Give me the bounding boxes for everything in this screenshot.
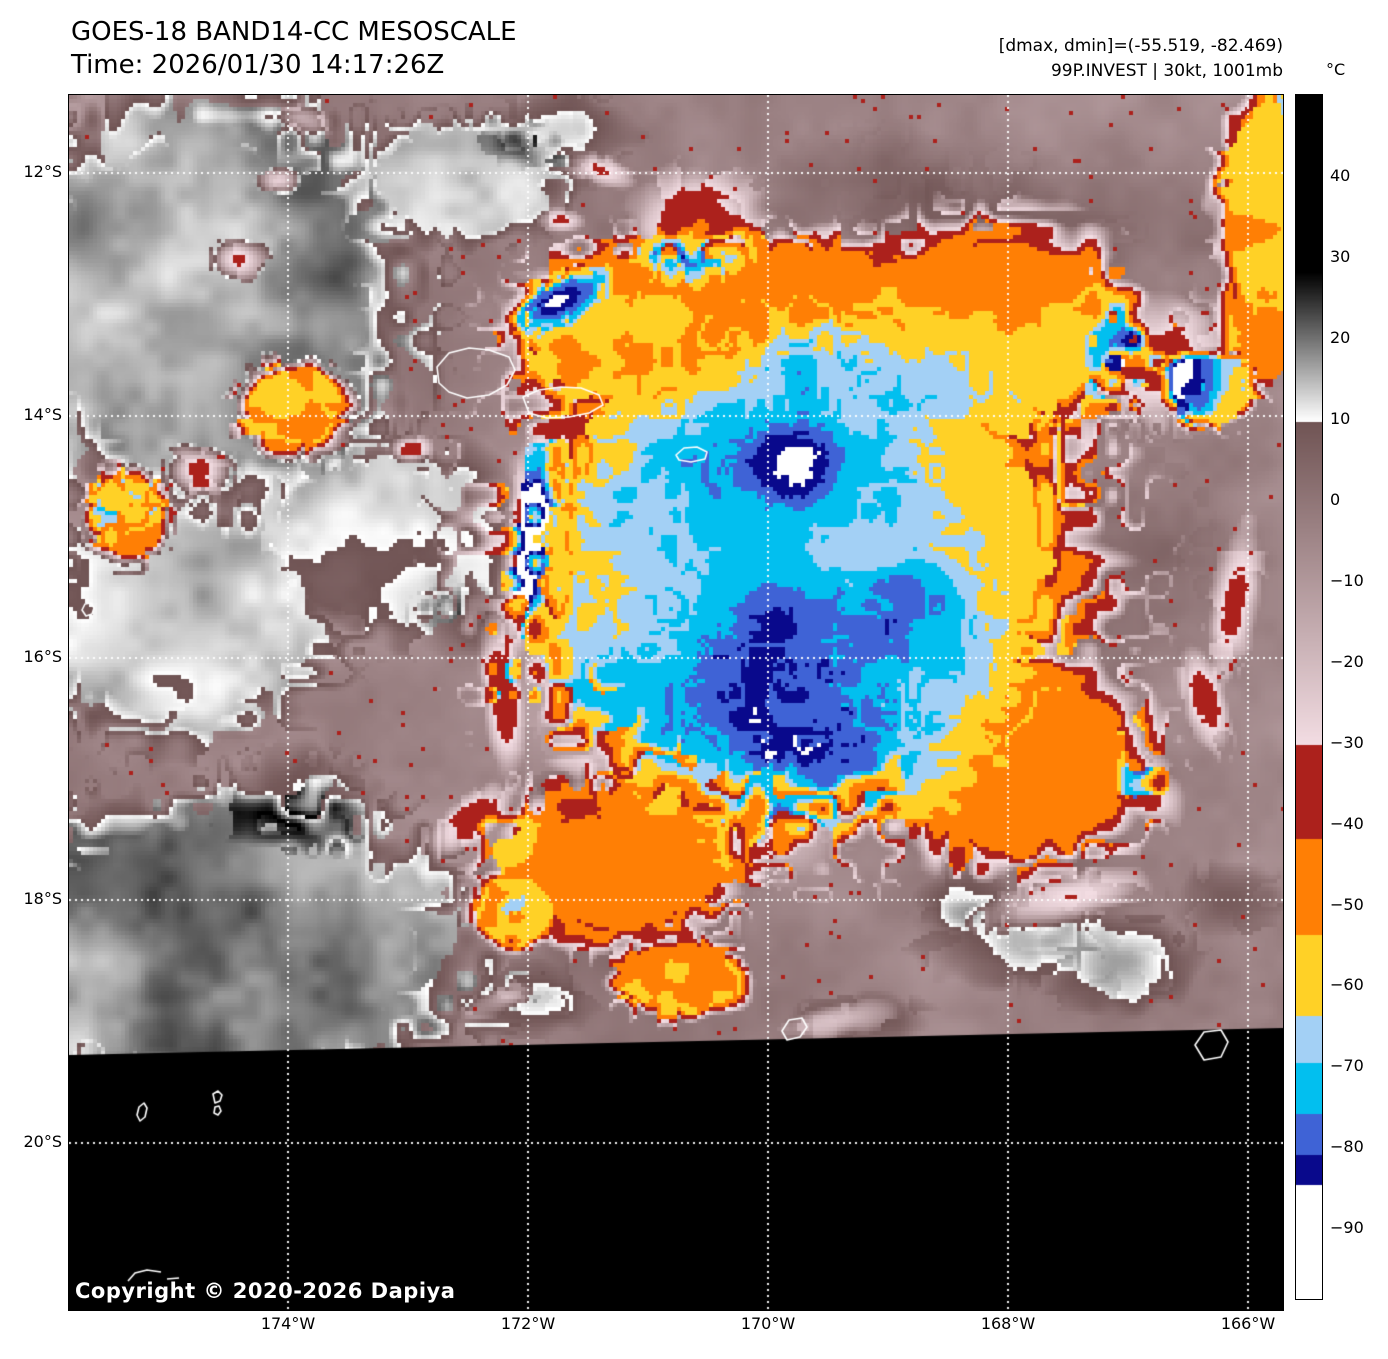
colorbar-tick-label: 0: [1330, 489, 1341, 509]
temperature-unit-label: °C: [1326, 60, 1346, 79]
colorbar-tick-label: −20: [1330, 651, 1364, 671]
storm-readout: 99P.INVEST | 30kt, 1001mb: [1050, 61, 1283, 81]
info-block: [dmax, dmin]=(-55.519, -82.469) 99P.INVE…: [999, 34, 1283, 84]
timestamp: Time: 2026/01/30 14:17:26Z: [71, 50, 445, 80]
colorbar-gradient: [1296, 95, 1322, 1299]
colorbar-tick-label: 10: [1330, 409, 1351, 429]
title-block: GOES-18 BAND14-CC MESOSCALE Time: 2026/0…: [71, 16, 517, 82]
lon-tick-label: 172°W: [500, 1314, 556, 1333]
copyright-watermark: Copyright © 2020-2026 Dapiya: [75, 1279, 456, 1303]
colorbar-tick-label: −50: [1330, 894, 1364, 914]
colorbar-tick-label: −30: [1330, 732, 1364, 752]
colorbar-tick-label: −60: [1330, 975, 1364, 995]
colorbar-tick-label: −40: [1330, 813, 1364, 833]
lat-tick-label: 20°S: [23, 1132, 62, 1151]
lat-tick-label: 18°S: [23, 889, 62, 908]
colorbar-tick-label: −70: [1330, 1056, 1364, 1076]
lon-tick-label: 170°W: [740, 1314, 796, 1333]
app-title: GOES-18 BAND14-CC MESOSCALE: [71, 17, 517, 47]
lat-tick-label: 12°S: [23, 162, 62, 181]
colorbar-tick-label: 30: [1330, 247, 1351, 267]
colorbar-tick-label: 20: [1330, 328, 1351, 348]
lat-tick-label: 14°S: [23, 405, 62, 424]
lon-tick-label: 168°W: [980, 1314, 1036, 1333]
colorbar: [1295, 94, 1323, 1300]
satellite-map-frame: Copyright © 2020-2026 Dapiya: [68, 94, 1284, 1311]
dmax-dmin-readout: [dmax, dmin]=(-55.519, -82.469): [998, 36, 1283, 56]
colorbar-tick-label: −90: [1330, 1218, 1364, 1238]
satellite-map-canvas: [69, 95, 1283, 1310]
lon-tick-label: 166°W: [1220, 1314, 1276, 1333]
colorbar-tick-label: −10: [1330, 570, 1364, 590]
colorbar-tick-label: −80: [1330, 1137, 1364, 1157]
lat-tick-label: 16°S: [23, 647, 62, 666]
colorbar-tick-label: 40: [1330, 166, 1351, 186]
lon-tick-label: 174°W: [260, 1314, 316, 1333]
